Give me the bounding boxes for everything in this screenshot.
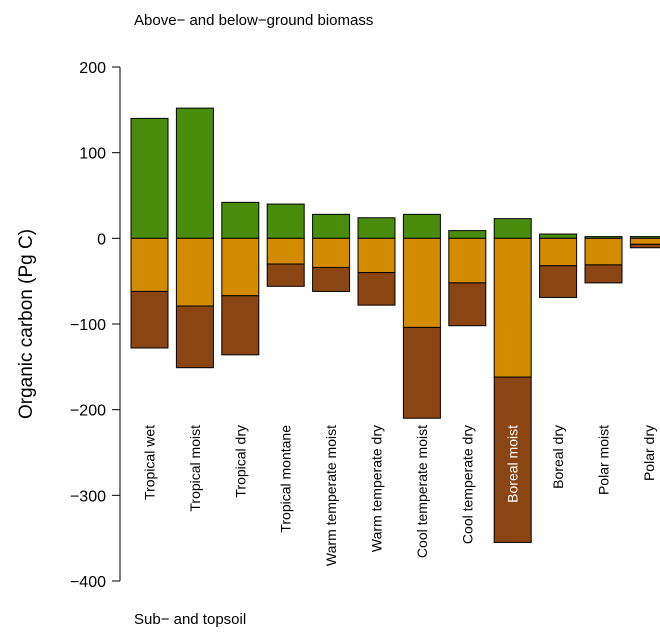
bar-segment: [629, 243, 660, 249]
category-label: Cool temperate dry: [459, 425, 475, 544]
bar-segment: [448, 237, 487, 284]
y-axis-label: Organic carbon (Pg C): [16, 229, 37, 419]
bar-segment: [357, 217, 396, 239]
bar-segment: [539, 233, 578, 239]
bar-segment: [266, 203, 305, 239]
category-label: Tropical moist: [187, 425, 203, 512]
y-tick-label: −300: [70, 488, 106, 505]
bar-segment: [357, 237, 396, 274]
y-tick-label: 200: [79, 60, 106, 77]
bar-segment: [175, 107, 214, 239]
bar-segment: [130, 290, 169, 349]
bar-segment: [266, 237, 305, 265]
bar-segment: [539, 237, 578, 267]
bar-segment: [493, 376, 532, 543]
bar-segment: [175, 305, 214, 369]
y-axis: 200 100 0 −100 −200 −300 −400: [70, 60, 121, 591]
bar-segment: [448, 282, 487, 327]
bars: [130, 107, 660, 543]
y-tick-label: −100: [70, 317, 106, 334]
bar-segment: [402, 213, 441, 239]
bar-segment: [221, 295, 260, 356]
bottom-annotation: Sub− and topsoil: [134, 611, 246, 628]
bar-segment: [584, 264, 623, 284]
bar-segment: [493, 218, 532, 239]
y-tick-label: −200: [70, 403, 106, 420]
bar-segment: [629, 237, 660, 245]
y-tick-label: 0: [97, 231, 106, 248]
category-label: Warm temperate moist: [323, 425, 339, 566]
bar-segment: [266, 263, 305, 287]
bar-segment: [312, 237, 351, 268]
bar-segment: [175, 237, 214, 307]
bar-segment: [221, 237, 260, 297]
bar-segment: [493, 237, 532, 378]
category-label: Boreal dry: [550, 425, 566, 489]
category-label: Warm temperate dry: [369, 425, 385, 552]
bar-segment: [130, 117, 169, 239]
bar-segment: [448, 230, 487, 239]
bar-segment: [539, 265, 578, 298]
category-label: Boreal moist: [505, 425, 521, 503]
category-label: Polar moist: [596, 425, 612, 495]
category-label: Tropical montane: [278, 425, 294, 533]
top-annotation: Above− and below−ground biomass: [134, 12, 373, 29]
bar-segment: [402, 326, 441, 419]
bar-segment: [584, 237, 623, 266]
category-labels: Tropical wet Tropical moist Tropical dry Tr…: [142, 425, 657, 566]
category-label: Cool temperate moist: [414, 425, 430, 558]
bar-segment: [357, 272, 396, 306]
bar-segment: [312, 213, 351, 239]
bar-segment: [402, 237, 441, 328]
y-tick-label: 100: [79, 146, 106, 163]
bar-segment: [221, 201, 260, 239]
bar-segment: [312, 266, 351, 292]
y-tick-label: −400: [70, 574, 106, 591]
bar-segment: [130, 237, 169, 292]
category-label: Polar dry: [641, 425, 657, 481]
category-label: Tropical dry: [232, 425, 248, 498]
category-label: Tropical wet: [142, 425, 158, 500]
